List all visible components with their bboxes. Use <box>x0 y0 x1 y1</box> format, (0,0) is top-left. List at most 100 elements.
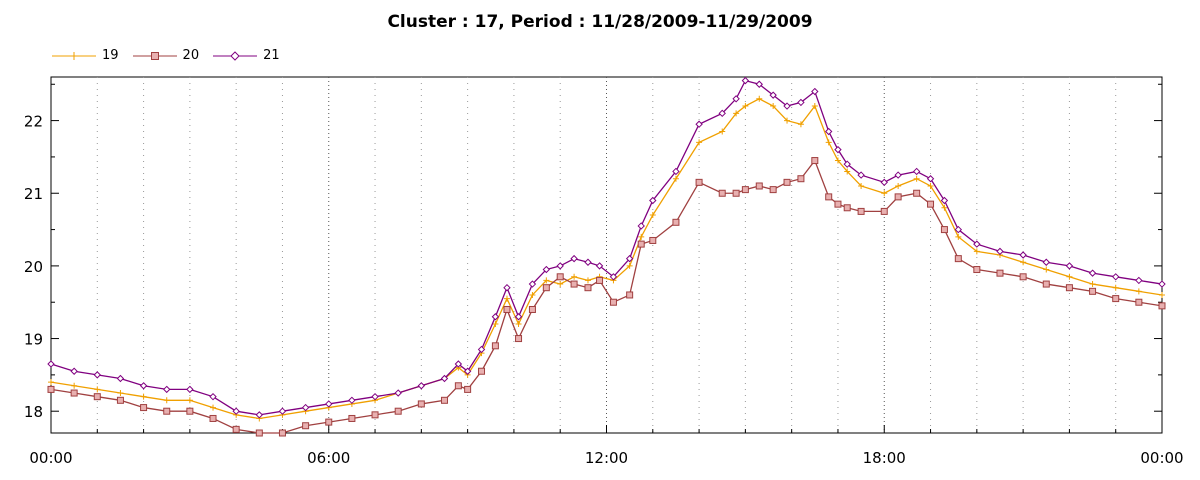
data-point <box>1158 302 1166 310</box>
data-point <box>1088 269 1097 277</box>
data-point <box>733 110 740 117</box>
data-point <box>1019 273 1027 281</box>
data-point <box>912 167 921 176</box>
data-point <box>718 189 726 197</box>
data-point <box>880 207 888 215</box>
data-point <box>895 182 902 189</box>
data-point <box>47 385 55 393</box>
data-point <box>348 414 356 422</box>
data-point <box>1112 295 1120 303</box>
data-point <box>1159 291 1165 298</box>
data-point <box>797 175 805 183</box>
data-point <box>741 186 749 194</box>
data-point <box>140 393 147 400</box>
data-point <box>637 240 645 248</box>
data-point <box>811 87 819 96</box>
data-point <box>797 98 805 107</box>
data-point <box>695 120 703 128</box>
y-tick-label: 21 <box>24 185 43 203</box>
chart-legend: 19 20 21 <box>52 48 294 63</box>
data-point <box>542 265 551 274</box>
data-point <box>47 360 55 368</box>
data-point <box>477 345 486 354</box>
data-point <box>609 273 618 281</box>
data-point <box>163 407 171 415</box>
x-tick-label: 12:00 <box>585 449 628 467</box>
data-point <box>834 145 842 154</box>
data-point <box>478 367 486 375</box>
data-point <box>454 382 462 390</box>
data-point <box>93 393 101 401</box>
data-point <box>492 321 499 328</box>
data-point <box>954 225 963 234</box>
data-point <box>542 284 550 292</box>
data-point <box>609 298 617 306</box>
data-point <box>186 397 193 404</box>
chart-title: Cluster : 17, Period : 11/28/2009-11/29/… <box>387 12 813 32</box>
data-point <box>881 190 888 197</box>
series-21 <box>47 76 1166 419</box>
series-20 <box>47 157 1166 437</box>
data-point <box>1020 259 1027 266</box>
data-point <box>463 367 472 375</box>
y-tick-label: 18 <box>24 403 43 421</box>
data-point <box>913 189 921 197</box>
data-point <box>371 411 379 419</box>
legend-label: 20 <box>182 48 200 63</box>
data-point <box>394 389 402 397</box>
data-point <box>503 305 511 313</box>
data-point <box>325 400 333 408</box>
data-point <box>649 236 657 244</box>
data-point <box>325 418 333 426</box>
y-axis: 18 19 20 21 22 <box>24 83 1162 421</box>
data-point <box>464 385 472 393</box>
data-point <box>973 266 981 274</box>
data-point <box>454 360 463 368</box>
legend-swatch-plus-icon <box>52 51 96 60</box>
data-point <box>844 168 851 175</box>
legend-label: 19 <box>102 48 119 63</box>
data-point <box>515 335 523 343</box>
data-point <box>927 200 935 208</box>
series-line <box>50 79 1163 416</box>
data-point <box>1112 284 1119 291</box>
data-point <box>696 139 703 146</box>
data-point <box>741 76 750 85</box>
data-point <box>70 367 78 375</box>
data-point <box>811 103 818 110</box>
data-point <box>940 196 949 205</box>
data-point <box>797 121 804 128</box>
data-point <box>1065 284 1073 292</box>
data-point <box>210 404 217 411</box>
data-point <box>783 102 791 110</box>
data-point <box>913 175 920 182</box>
data-point <box>755 182 763 190</box>
data-point <box>232 425 240 433</box>
data-point <box>417 382 426 390</box>
data-point <box>556 262 564 270</box>
data-point <box>973 248 980 255</box>
data-point <box>625 254 634 263</box>
data-point <box>843 160 851 168</box>
data-point <box>756 95 763 102</box>
data-point <box>209 414 217 422</box>
series-group <box>47 76 1166 437</box>
data-point <box>732 189 740 197</box>
data-point <box>71 382 78 389</box>
data-point <box>278 429 286 437</box>
data-point <box>755 80 763 88</box>
legend-label: 21 <box>263 48 280 63</box>
series-19 <box>48 95 1165 422</box>
data-point <box>1112 273 1120 281</box>
data-point <box>1135 298 1143 306</box>
data-point <box>672 218 680 226</box>
data-point <box>955 233 962 240</box>
data-point <box>1042 258 1050 266</box>
data-point <box>1019 251 1027 259</box>
data-point <box>1158 280 1166 288</box>
data-point <box>302 422 310 430</box>
data-point <box>784 117 791 124</box>
data-point <box>672 175 679 182</box>
data-point <box>1066 273 1073 280</box>
data-point <box>571 273 578 280</box>
